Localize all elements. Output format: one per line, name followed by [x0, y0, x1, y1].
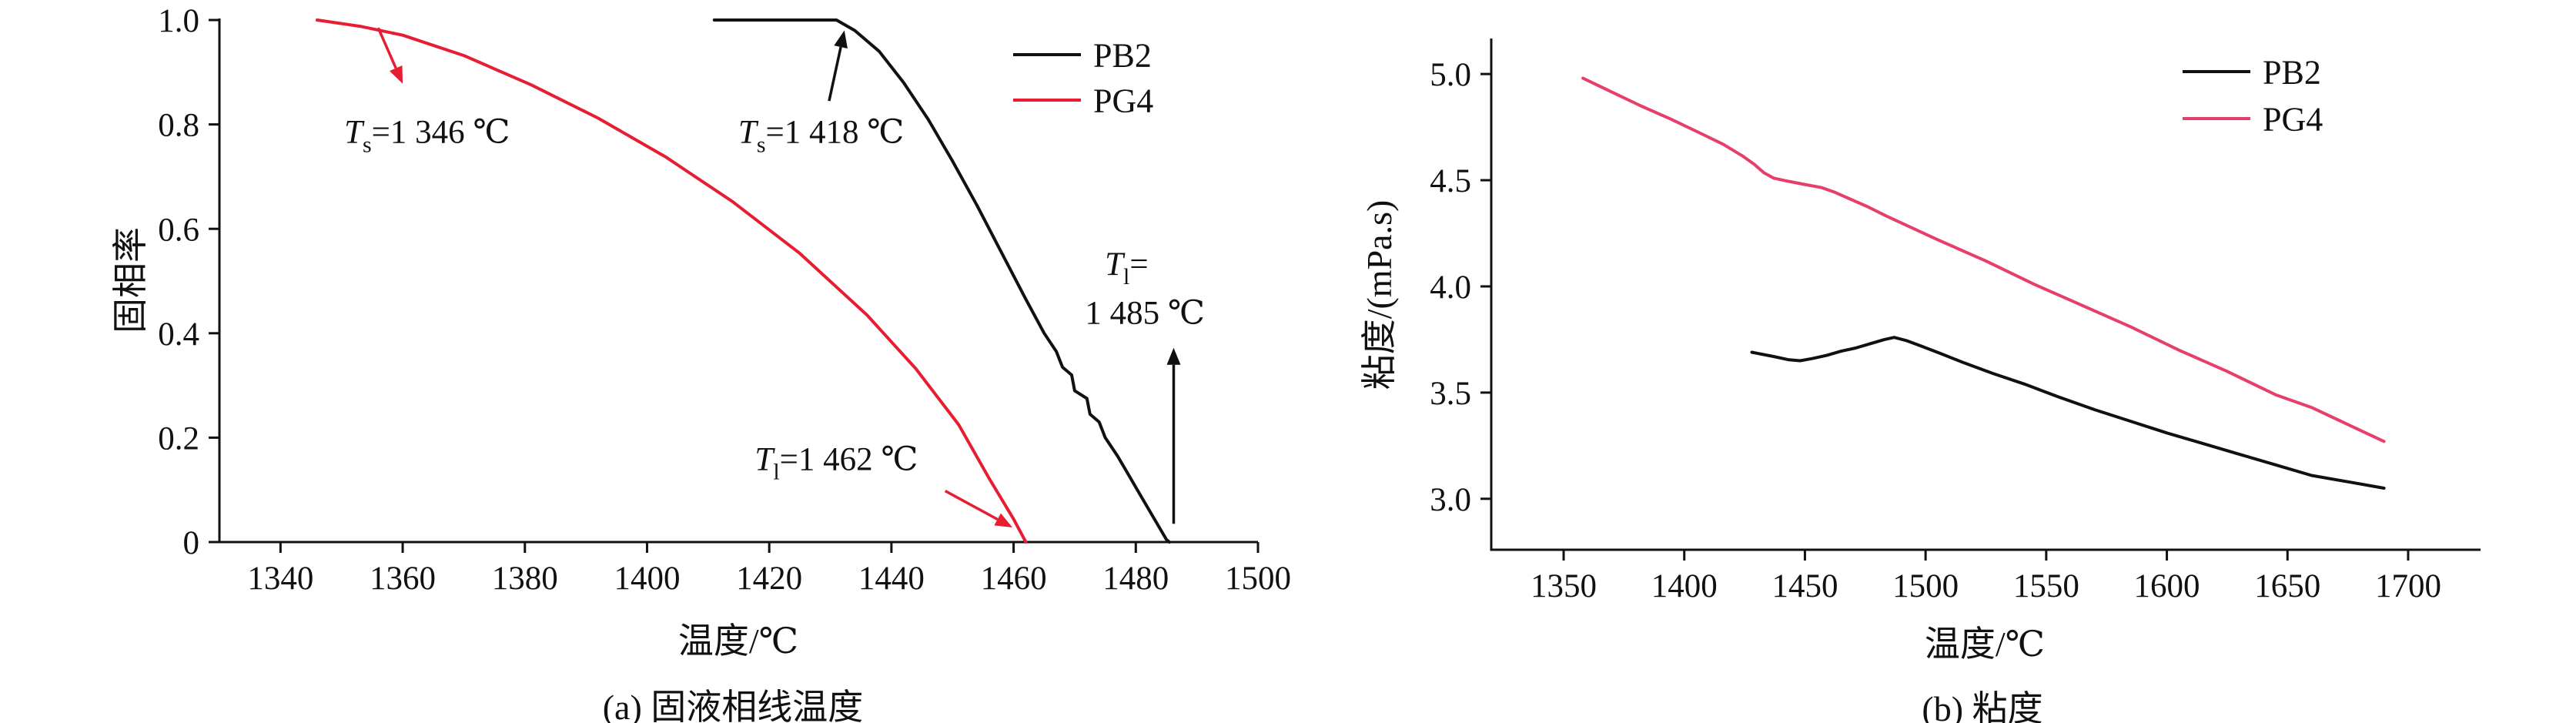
x-tick-label: 1550	[2013, 568, 2079, 604]
x-tick-label: 1650	[2254, 568, 2320, 604]
annotation-arrow-solidus-PB2	[828, 46, 842, 102]
x-tick-label: 1440	[858, 561, 925, 597]
y-tick-label: 3.5	[1430, 376, 1471, 412]
legend-label-PB2: PB2	[1093, 36, 1152, 74]
y-tick-label: 0.8	[158, 108, 199, 144]
x-tick-label: 1380	[492, 561, 558, 597]
annotation-arrowhead-solidus-PB2	[834, 30, 848, 49]
annotation-arrowhead-solidus-PG4	[389, 65, 403, 84]
y-tick-label: 4.5	[1430, 163, 1471, 199]
legend-label-PG4: PG4	[1093, 82, 1153, 119]
y-tick-label: 0.4	[158, 316, 199, 353]
series-PG4	[1581, 76, 2386, 444]
x-tick-label: 1400	[1651, 568, 1718, 604]
annotation-liquidus-PG4: Tl=1 462 ℃	[754, 441, 918, 484]
x-tick-label: 1480	[1102, 561, 1169, 597]
x-tick-label: 1500	[1892, 568, 1959, 604]
annotation-liquidus-PB2: Tl=	[1105, 246, 1149, 290]
legend-label-PB2: PB2	[2263, 53, 2321, 91]
series-PB2	[712, 18, 1171, 544]
x-tick-label: 1340	[247, 561, 313, 597]
x-tick-label: 1350	[1531, 568, 1597, 604]
x-tick-label: 1360	[370, 561, 436, 597]
y-tick-label: 4.0	[1430, 269, 1471, 306]
chart-a-x-axis-title: 温度/℃	[677, 621, 799, 661]
x-tick-label: 1450	[1771, 568, 1838, 604]
x-tick-label: 1460	[981, 561, 1047, 597]
y-tick-label: 5.0	[1430, 57, 1471, 93]
x-tick-label: 1600	[2134, 568, 2200, 604]
chart-a-caption: (a) 固液相线温度	[602, 688, 864, 723]
y-tick-label: 0.2	[158, 420, 199, 457]
annotation-arrowhead-liquidus-PB2	[1166, 347, 1181, 365]
annotation-arrow-liquidus-PG4	[944, 490, 999, 521]
y-tick-label: 1.0	[158, 3, 199, 39]
x-tick-label: 1400	[614, 561, 680, 597]
series-PB2	[1750, 336, 2386, 490]
y-tick-label: 0	[183, 525, 200, 561]
legend-label-PG4: PG4	[2263, 100, 2323, 138]
annotation-solidus-PB2: Ts=1 418 ℃	[738, 114, 904, 157]
y-tick-label: 0.6	[158, 212, 199, 248]
annotation-arrowhead-liquidus-PG4	[994, 513, 1013, 528]
annotation-arrow-solidus-PG4	[376, 27, 397, 69]
series-PG4	[316, 18, 1028, 544]
x-tick-label: 1500	[1225, 561, 1291, 597]
y-tick-label: 3.0	[1430, 482, 1471, 518]
annotation-solidus-PG4: Ts=1 346 ℃	[344, 114, 510, 157]
annotation-liquidus-PB2: 1 485 ℃	[1085, 296, 1205, 332]
x-tick-label: 1700	[2375, 568, 2441, 604]
chart-b-caption: (b) 粘度	[1922, 689, 2043, 723]
chart-b-x-axis-title: 温度/℃	[1924, 624, 2046, 664]
chart-b-y-axis-title: 粘度/(mPa.s)	[1360, 199, 1399, 390]
x-tick-label: 1420	[736, 561, 802, 597]
